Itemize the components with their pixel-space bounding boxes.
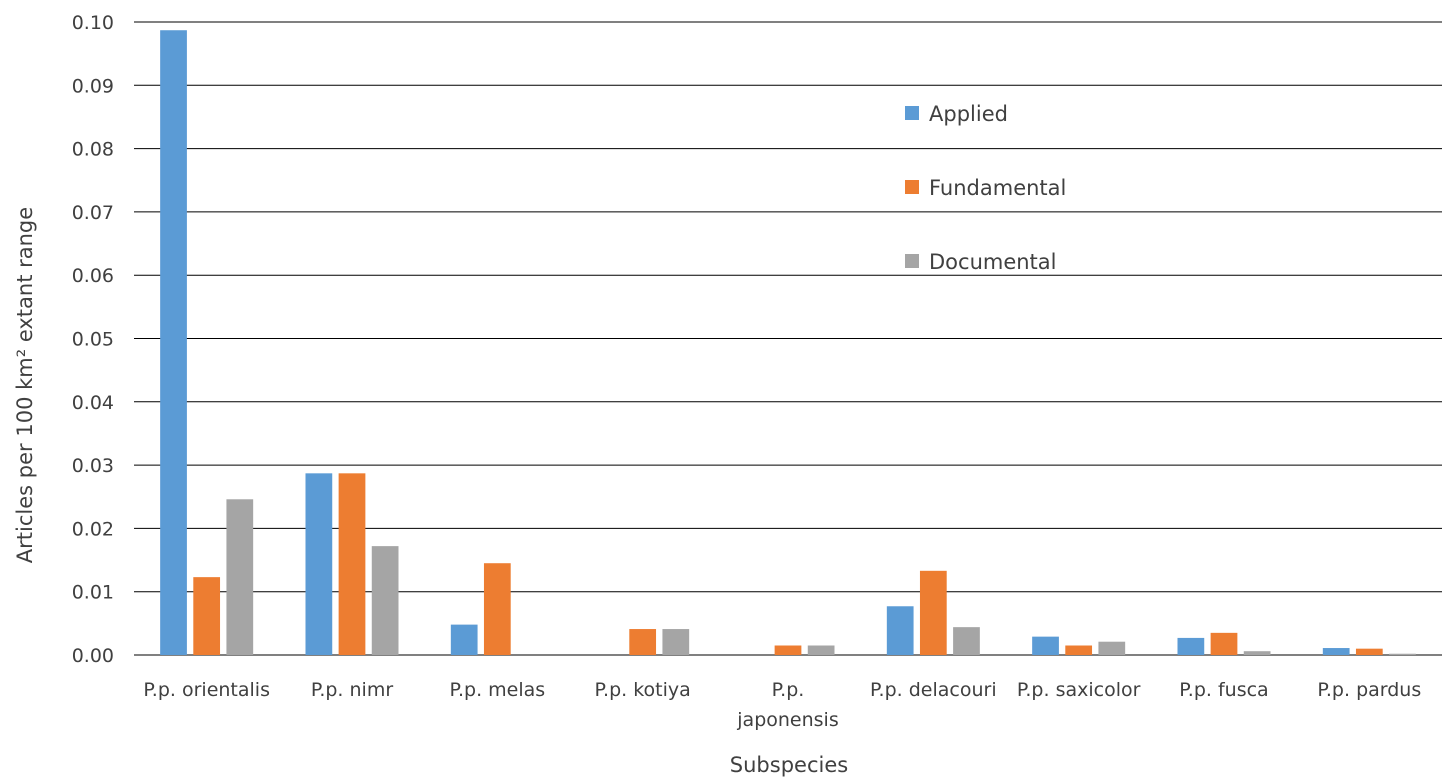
bar-fundamental [1210,632,1238,655]
bar-applied [1322,648,1350,655]
bar-documental [1243,651,1271,655]
bar-documental [1389,653,1416,655]
y-tick-label: 0.09 [72,75,114,97]
y-tick-label: 0.01 [72,582,114,604]
x-tick-label: P.p. nimr [311,679,394,701]
bar-fundamental [338,473,366,655]
bar-fundamental [1065,645,1093,655]
y-tick-label: 0.10 [72,12,114,34]
bar-fundamental [483,563,511,655]
x-tick-label: P.p. pardus [1317,679,1421,701]
y-axis-ticks: 0.00 0.01 0.02 0.03 0.04 0.05 0.06 0.07 0.08 0.09… [72,12,114,667]
bar-documental [662,629,690,655]
y-tick-label: 0.00 [72,645,114,667]
y-tick-label: 0.06 [72,265,114,287]
x-tick-label: P.p. delacouri [870,679,997,701]
x-axis-ticks: P.p. orientalis P.p. nimr P.p. melas P.p. k… [143,679,1421,731]
bar-applied [160,30,187,655]
legend-label: Documental [929,250,1057,274]
legend-swatch [905,254,919,268]
y-tick-label: 0.04 [72,392,114,414]
bar-fundamental [629,629,657,655]
x-tick-label: P.p. saxicolor [1017,679,1141,701]
x-tick-label: P.p. kotiya [595,679,691,701]
bar-fundamental [1355,648,1383,655]
y-tick-label: 0.08 [72,139,114,161]
legend-label: Fundamental [929,176,1066,200]
y-tick-label: 0.03 [72,455,114,477]
bar-fundamental [774,645,802,655]
y-tick-label: 0.05 [72,329,114,351]
bar-applied [886,606,914,655]
legend: Applied Fundamental Documental [905,102,1066,274]
x-tick-label: japonensis [736,709,838,731]
y-axis-label: Articles per 100 km² extant range [13,207,37,563]
x-tick-label: P.p. fusca [1179,679,1268,701]
bar-applied [305,473,333,655]
y-tick-label: 0.07 [72,202,114,224]
bar-fundamental [193,577,221,655]
bar-documental [1098,641,1126,655]
bars [160,30,1416,655]
bar-fundamental [919,570,947,655]
bar-documental [953,627,980,655]
y-tick-label: 0.02 [72,518,114,540]
bar-applied [1177,637,1205,655]
bar-applied [1032,636,1059,655]
bar-documental [371,546,399,655]
bar-documental [807,645,835,655]
legend-swatch [905,180,919,194]
bar-documental [226,499,254,655]
legend-swatch [905,106,919,120]
bar-applied [450,624,478,655]
x-axis-label: Subspecies [730,753,848,777]
legend-label: Applied [929,102,1008,126]
x-tick-label: P.p. orientalis [143,679,270,701]
x-tick-label: P.p. melas [449,679,545,701]
x-tick-label: P.p. [772,679,805,701]
